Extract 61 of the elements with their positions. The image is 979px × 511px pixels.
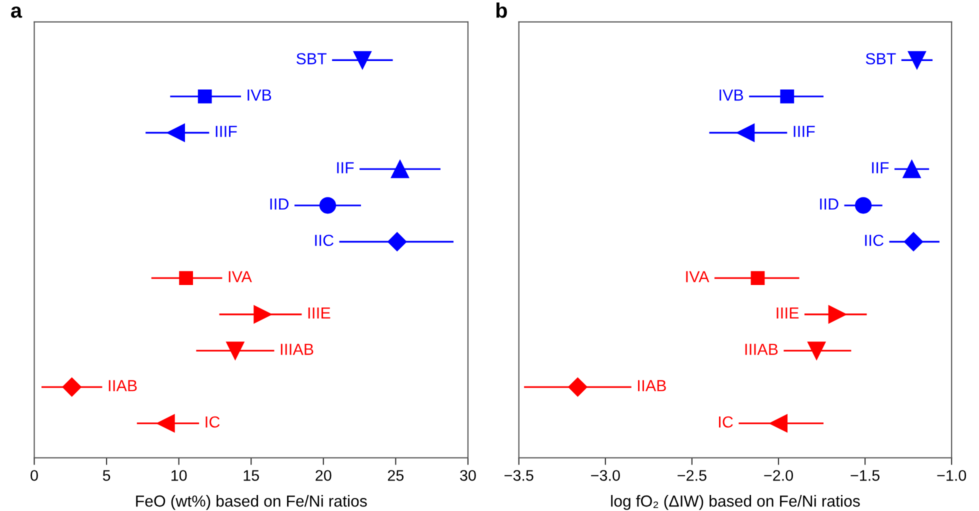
category-label: IIF — [872, 162, 889, 174]
x-tick-label: 15 — [244, 470, 259, 481]
point — [750, 271, 765, 285]
x-tick-label: −3.5 — [504, 470, 534, 481]
point — [854, 197, 872, 214]
category-label: IIIF — [794, 126, 815, 137]
category-label: IID — [820, 198, 838, 210]
x-tick-label: 0 — [30, 470, 38, 481]
point — [166, 124, 185, 142]
category-label: IIIE — [308, 308, 330, 319]
point — [808, 342, 826, 360]
chart-title: b — [496, 2, 507, 18]
x-tick-label: 20 — [316, 470, 332, 481]
x-tick-label: −2.5 — [678, 470, 706, 481]
category-label: IIIE — [776, 308, 799, 319]
category-label: IC — [206, 416, 220, 428]
point — [62, 377, 82, 397]
category-label: IIC — [315, 234, 334, 246]
point — [390, 160, 410, 178]
point — [198, 89, 212, 104]
point — [254, 305, 272, 324]
category-label: IIIAB — [745, 344, 778, 355]
point — [568, 377, 588, 397]
point — [353, 51, 372, 70]
category-label: IIAB — [108, 380, 137, 392]
category-label: IVB — [248, 90, 272, 101]
x-tick-label: 10 — [172, 470, 187, 481]
point — [226, 342, 244, 360]
category-label: IC — [719, 416, 733, 428]
category-label: SBT — [296, 53, 326, 64]
point — [319, 197, 336, 214]
x-tick-label: 5 — [102, 470, 110, 481]
category-label: IIAB — [638, 380, 666, 392]
point — [908, 51, 926, 70]
point — [769, 414, 788, 432]
chart-title: a — [11, 6, 22, 18]
x-axis-title: log fO₂ (ΔIW) based on Fe/Ni ratios — [611, 495, 860, 510]
x-tick-label: −2.0 — [764, 470, 793, 481]
category-label: SBT — [866, 53, 896, 64]
point — [780, 89, 794, 104]
x-tick-label: −1.0 — [937, 470, 966, 481]
category-label: IIIF — [216, 126, 237, 137]
category-label: IID — [270, 198, 289, 210]
x-tick-label: −3.0 — [591, 470, 620, 481]
category-label: IVA — [228, 271, 252, 282]
category-label: IVA — [686, 271, 710, 282]
x-axis-title: FeO (wt%) based on Fe/Ni ratios — [136, 495, 367, 510]
point — [179, 271, 194, 285]
x-tick-label: 30 — [460, 470, 476, 481]
category-label: IVB — [720, 90, 744, 101]
point — [156, 414, 175, 432]
point — [388, 232, 407, 252]
point — [902, 160, 921, 178]
point — [736, 124, 755, 142]
x-tick-label: 25 — [388, 470, 404, 481]
category-label: IIC — [865, 234, 884, 246]
x-tick-label: −1.5 — [850, 470, 880, 481]
category-label: IIIAB — [280, 344, 314, 355]
point — [828, 305, 846, 324]
point — [904, 232, 924, 252]
category-label: IIF — [337, 162, 354, 174]
